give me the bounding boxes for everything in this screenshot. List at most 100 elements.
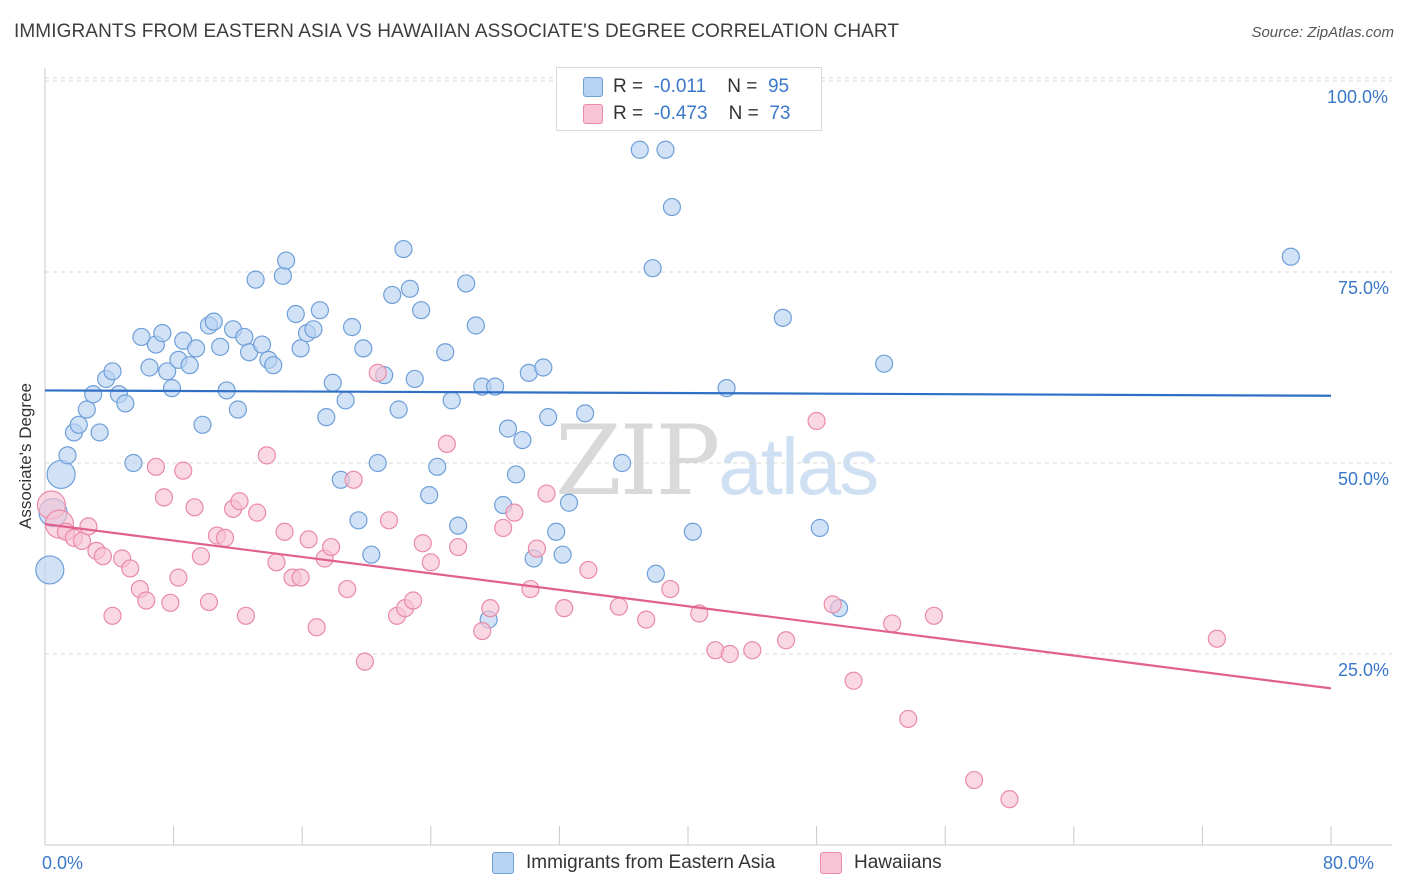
immigrants-point bbox=[124, 453, 143, 473]
hawaiians-point bbox=[404, 591, 423, 610]
source-credit: Source: ZipAtlas.com bbox=[1251, 24, 1394, 41]
immigrants-point bbox=[354, 339, 373, 358]
hawaiians-point bbox=[413, 534, 432, 553]
stats-legend: R = -0.011 N = 95 R = -0.473 N = 73 bbox=[556, 67, 822, 131]
grid-lines bbox=[45, 77, 1392, 655]
immigrants-point bbox=[69, 415, 88, 434]
hawaiians-point bbox=[199, 592, 219, 612]
immigrants-point bbox=[235, 327, 254, 347]
n-value: 73 bbox=[769, 103, 791, 124]
hawaiians-point bbox=[537, 484, 556, 503]
immigrants-point bbox=[264, 356, 283, 375]
hawaiians-point bbox=[169, 568, 188, 587]
hawaiians-point bbox=[137, 591, 156, 610]
hawaiians-trend-line bbox=[44, 523, 1332, 690]
immigrants-point bbox=[291, 339, 310, 358]
immigrants-point bbox=[449, 516, 468, 535]
hawaiians-point bbox=[248, 503, 267, 522]
immigrants-point bbox=[323, 373, 342, 392]
immigrants-point bbox=[513, 430, 532, 450]
immigrants-point bbox=[362, 545, 381, 564]
hawaiians-point bbox=[379, 511, 399, 530]
hawaiians-point bbox=[579, 560, 598, 580]
immigrants-point bbox=[612, 453, 632, 473]
immigrants-point bbox=[77, 400, 96, 419]
hawaiians-point bbox=[257, 446, 276, 465]
immigrants-point bbox=[58, 446, 77, 465]
immigrants-point bbox=[875, 354, 894, 373]
immigrants-point bbox=[436, 343, 455, 362]
hawaiians-point bbox=[154, 488, 174, 507]
r-label: R = bbox=[613, 76, 644, 97]
immigrants-point bbox=[286, 304, 305, 324]
immigrants-point bbox=[317, 408, 336, 427]
hawaiians-point bbox=[965, 770, 984, 790]
immigrants-point bbox=[810, 518, 829, 538]
hawaiians-point bbox=[236, 606, 256, 625]
immigrants-point bbox=[193, 415, 212, 434]
hawaiians-point bbox=[291, 568, 310, 587]
y-tick-label: 25.0% bbox=[1338, 660, 1390, 680]
hawaiians-point bbox=[230, 492, 249, 511]
hawaiians-point bbox=[437, 434, 456, 453]
series-legend: Immigrants from Eastern Asia Hawaiians bbox=[0, 852, 1406, 876]
watermark-zip: ZIP bbox=[555, 405, 720, 517]
immigrants-point bbox=[304, 320, 323, 339]
immigrants-point bbox=[656, 140, 675, 159]
axes bbox=[44, 68, 1392, 846]
immigrants-point bbox=[383, 285, 402, 305]
hawaiians-point bbox=[555, 599, 574, 618]
stats-text: R = -0.011 N = 95 bbox=[613, 76, 789, 98]
n-label: N = bbox=[728, 103, 759, 124]
watermark: ZIPatlas bbox=[555, 405, 879, 517]
hawaiians-point bbox=[637, 610, 656, 629]
hawaiians-point bbox=[93, 547, 112, 566]
legend-label: Hawaiians bbox=[854, 852, 942, 873]
hawaiians-point bbox=[267, 553, 286, 572]
n-label: N = bbox=[727, 76, 758, 97]
r-value: -0.473 bbox=[653, 103, 708, 124]
hawaiians-point bbox=[174, 461, 193, 480]
hawaiians-point bbox=[844, 671, 863, 690]
hawaiians-point bbox=[661, 579, 680, 599]
hawaiians-point bbox=[146, 457, 166, 476]
series-immigrants-points bbox=[35, 140, 1300, 629]
immigrants-point bbox=[405, 369, 424, 389]
pink-swatch-icon bbox=[820, 852, 842, 874]
immigrants-point bbox=[273, 266, 293, 285]
immigrants-point bbox=[180, 356, 199, 375]
series-hawaiians-points bbox=[36, 363, 1226, 809]
immigrants-point bbox=[277, 251, 296, 270]
legend-item-hawaiians: Hawaiians bbox=[820, 852, 942, 874]
n-value: 95 bbox=[767, 76, 790, 97]
trend-lines bbox=[44, 389, 1332, 690]
hawaiians-point bbox=[899, 709, 918, 729]
hawaiians-point bbox=[823, 595, 842, 614]
immigrants-point bbox=[428, 457, 447, 476]
y-tick-label: 100.0% bbox=[1327, 87, 1389, 107]
immigrants-point bbox=[646, 564, 665, 583]
immigrants-point bbox=[442, 391, 461, 410]
immigrants-point bbox=[204, 312, 223, 331]
immigrants-point bbox=[342, 317, 362, 337]
y-axis-label: Associate's Degree bbox=[16, 383, 35, 529]
immigrants-point bbox=[252, 335, 272, 354]
hawaiians-point bbox=[421, 553, 440, 572]
immigrants-point bbox=[486, 377, 505, 396]
immigrants-point bbox=[211, 337, 230, 356]
immigrants-point bbox=[349, 511, 368, 530]
immigrants-point bbox=[84, 385, 103, 404]
x-tick-label: 0.0% bbox=[42, 853, 84, 873]
immigrants-point bbox=[547, 522, 566, 541]
immigrants-point bbox=[553, 545, 572, 564]
hawaiians-point bbox=[473, 621, 492, 641]
immigrants-point bbox=[534, 358, 553, 377]
chart-title: IMMIGRANTS FROM EASTERN ASIA VS HAWAIIAN… bbox=[14, 21, 900, 42]
immigrants-point bbox=[153, 324, 172, 343]
immigrants-point bbox=[368, 453, 387, 473]
hawaiians-point bbox=[776, 631, 796, 650]
hawaiians-point bbox=[368, 363, 387, 382]
immigrants-point bbox=[103, 362, 122, 381]
immigrants-point bbox=[506, 465, 526, 484]
